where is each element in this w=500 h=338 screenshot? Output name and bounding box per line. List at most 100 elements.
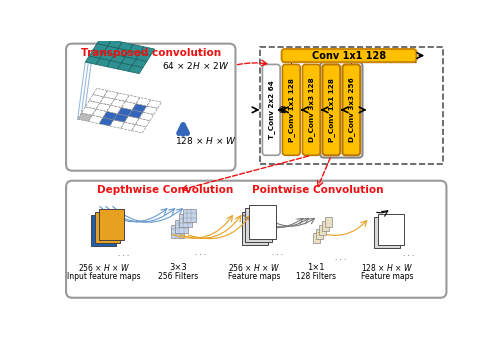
Polygon shape bbox=[93, 88, 108, 97]
Text: 128 Filters: 128 Filters bbox=[296, 272, 337, 282]
Bar bbox=[96, 212, 120, 243]
Bar bbox=[246, 209, 272, 242]
Text: 256 × $H$ × $W$: 256 × $H$ × $W$ bbox=[228, 262, 281, 273]
Text: ⊕: ⊕ bbox=[277, 105, 285, 115]
FancyBboxPatch shape bbox=[322, 65, 340, 155]
Text: · · ·: · · · bbox=[336, 257, 346, 263]
Text: 3×3: 3×3 bbox=[169, 263, 186, 272]
Polygon shape bbox=[89, 50, 104, 58]
Polygon shape bbox=[97, 38, 112, 46]
Polygon shape bbox=[122, 57, 136, 65]
Polygon shape bbox=[126, 51, 140, 59]
FancyBboxPatch shape bbox=[66, 181, 446, 298]
Bar bbox=[260, 47, 444, 164]
Text: · · ·: · · · bbox=[195, 251, 206, 258]
FancyBboxPatch shape bbox=[302, 65, 320, 155]
Text: Feature maps: Feature maps bbox=[361, 272, 414, 282]
Polygon shape bbox=[78, 113, 92, 121]
Text: · · ·: · · · bbox=[403, 253, 414, 259]
FancyBboxPatch shape bbox=[342, 65, 360, 155]
Polygon shape bbox=[103, 112, 118, 120]
Polygon shape bbox=[118, 63, 132, 71]
Polygon shape bbox=[96, 103, 110, 112]
Bar bbox=[171, 225, 184, 238]
Text: Conv 1x1 128: Conv 1x1 128 bbox=[312, 51, 386, 61]
Polygon shape bbox=[136, 98, 151, 106]
Polygon shape bbox=[86, 101, 100, 109]
Text: 256 × $H$ × $W$: 256 × $H$ × $W$ bbox=[78, 262, 130, 273]
Bar bbox=[179, 214, 192, 227]
FancyBboxPatch shape bbox=[66, 44, 235, 171]
Polygon shape bbox=[140, 47, 154, 55]
Polygon shape bbox=[118, 42, 133, 51]
Polygon shape bbox=[128, 65, 143, 74]
Polygon shape bbox=[126, 95, 140, 104]
Polygon shape bbox=[136, 53, 151, 62]
Polygon shape bbox=[82, 107, 96, 115]
Text: · · ·: · · · bbox=[272, 251, 283, 258]
Polygon shape bbox=[104, 46, 118, 54]
Polygon shape bbox=[88, 115, 103, 124]
Bar bbox=[313, 233, 320, 243]
Text: P_Conv 1x1 128: P_Conv 1x1 128 bbox=[328, 78, 335, 142]
Polygon shape bbox=[107, 105, 122, 114]
Polygon shape bbox=[107, 61, 122, 69]
Polygon shape bbox=[114, 93, 129, 101]
Text: T_Conv 2x2 64: T_Conv 2x2 64 bbox=[268, 80, 274, 139]
Polygon shape bbox=[96, 58, 110, 67]
Text: 1×1: 1×1 bbox=[308, 263, 325, 272]
FancyBboxPatch shape bbox=[262, 65, 280, 155]
Polygon shape bbox=[147, 100, 162, 108]
Polygon shape bbox=[86, 56, 100, 65]
Polygon shape bbox=[122, 101, 136, 110]
Polygon shape bbox=[110, 54, 126, 63]
Bar bbox=[175, 220, 188, 233]
Polygon shape bbox=[129, 44, 144, 53]
Text: Feature maps: Feature maps bbox=[228, 272, 281, 282]
Text: P_Conv 1x1 128: P_Conv 1x1 128 bbox=[288, 78, 295, 142]
Polygon shape bbox=[143, 106, 158, 115]
FancyBboxPatch shape bbox=[282, 65, 300, 155]
Polygon shape bbox=[114, 114, 128, 122]
Polygon shape bbox=[108, 40, 122, 48]
Polygon shape bbox=[110, 99, 126, 107]
Text: Input feature maps: Input feature maps bbox=[67, 272, 140, 282]
Polygon shape bbox=[124, 116, 139, 124]
Text: 128 × $H$ × $W$: 128 × $H$ × $W$ bbox=[361, 262, 414, 273]
Polygon shape bbox=[89, 94, 104, 103]
Polygon shape bbox=[136, 118, 150, 127]
Polygon shape bbox=[104, 91, 118, 99]
Polygon shape bbox=[92, 109, 107, 118]
Polygon shape bbox=[110, 120, 124, 128]
Bar bbox=[92, 215, 116, 246]
Polygon shape bbox=[93, 44, 108, 52]
Text: D_Conv 3x3 128: D_Conv 3x3 128 bbox=[308, 77, 315, 142]
Polygon shape bbox=[139, 112, 154, 121]
Polygon shape bbox=[118, 107, 132, 116]
Bar bbox=[99, 209, 124, 240]
Text: Depthwise Convolution: Depthwise Convolution bbox=[98, 185, 234, 195]
Polygon shape bbox=[132, 59, 147, 68]
Bar bbox=[316, 229, 323, 239]
Text: Transposed convolution: Transposed convolution bbox=[80, 48, 221, 58]
Polygon shape bbox=[128, 110, 143, 118]
Bar bbox=[378, 214, 404, 245]
Polygon shape bbox=[114, 48, 129, 57]
Text: Pointwise Convolution: Pointwise Convolution bbox=[252, 185, 384, 195]
Polygon shape bbox=[120, 122, 136, 131]
FancyBboxPatch shape bbox=[282, 49, 416, 62]
Text: · · ·: · · · bbox=[118, 253, 130, 259]
Polygon shape bbox=[132, 124, 146, 133]
Text: 64 × 2$H$ × 2$W$: 64 × 2$H$ × 2$W$ bbox=[162, 60, 230, 71]
Bar bbox=[250, 206, 276, 239]
Polygon shape bbox=[100, 52, 114, 61]
Text: 128 × $H$ × $W$: 128 × $H$ × $W$ bbox=[176, 135, 237, 146]
Bar bbox=[319, 225, 326, 235]
Bar bbox=[242, 212, 268, 245]
Text: 256 Filters: 256 Filters bbox=[158, 272, 198, 282]
Polygon shape bbox=[100, 97, 114, 105]
Polygon shape bbox=[99, 118, 114, 126]
Bar bbox=[322, 221, 329, 231]
Bar bbox=[325, 217, 332, 227]
Bar bbox=[182, 209, 196, 222]
